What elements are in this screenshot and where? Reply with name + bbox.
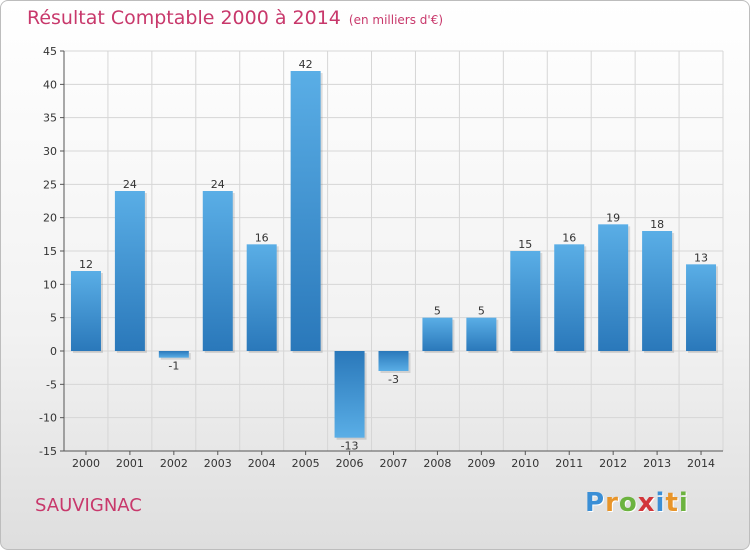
bar — [642, 231, 673, 351]
bar — [466, 317, 497, 351]
x-tick-label: 2008 — [423, 457, 451, 470]
chart-title: Résultat Comptable 2000 à 2014 (en millie… — [27, 7, 443, 29]
y-tick-label: -15 — [39, 445, 57, 458]
x-tick-label: 2009 — [467, 457, 495, 470]
bar-value-label: 24 — [123, 178, 137, 191]
bar — [290, 71, 321, 351]
x-tick-label: 2003 — [204, 457, 232, 470]
bar — [70, 271, 101, 351]
y-tick-label: 40 — [43, 78, 57, 91]
bar-value-label: 5 — [434, 305, 441, 318]
bar-value-label: 16 — [562, 231, 576, 244]
x-tick-label: 2005 — [292, 457, 320, 470]
bar-value-label: -3 — [388, 373, 399, 386]
bar — [202, 191, 233, 351]
bar — [554, 244, 585, 351]
x-tick-label: 2002 — [160, 457, 188, 470]
logo-letter: i — [678, 488, 689, 518]
bar-value-label: 42 — [299, 58, 313, 71]
y-tick-label: 25 — [43, 178, 57, 191]
y-tick-label: 0 — [50, 345, 57, 358]
logo-letter: x — [637, 488, 656, 518]
bar — [686, 264, 717, 351]
y-tick-label: -5 — [46, 378, 57, 391]
proxiti-logo: Proxiti — [585, 488, 689, 518]
logo-letter: o — [618, 488, 638, 518]
bar-value-label: 13 — [694, 251, 708, 264]
y-tick-label: -10 — [39, 412, 57, 425]
commune-name: SAUVIGNAC — [35, 495, 142, 516]
bar — [114, 191, 145, 351]
bar — [598, 224, 629, 351]
x-tick-label: 2001 — [116, 457, 144, 470]
bar-value-label: 16 — [255, 231, 269, 244]
x-tick-label: 2013 — [643, 457, 671, 470]
bar — [510, 251, 541, 351]
bar-value-label: 24 — [211, 178, 225, 191]
bar-value-label: 15 — [518, 238, 532, 251]
bar — [158, 351, 189, 358]
bar-value-label: 18 — [650, 218, 664, 231]
bar-value-label: -1 — [168, 360, 179, 373]
x-tick-label: 2006 — [336, 457, 364, 470]
x-tick-label: 2011 — [555, 457, 583, 470]
y-tick-label: 5 — [50, 312, 57, 325]
logo-letter: i — [655, 488, 666, 518]
x-tick-label: 2010 — [511, 457, 539, 470]
y-tick-label: 30 — [43, 145, 57, 158]
logo-letter: t — [665, 488, 679, 518]
y-tick-label: 15 — [43, 245, 57, 258]
y-tick-label: 35 — [43, 112, 57, 125]
y-tick-label: 45 — [43, 45, 57, 58]
x-tick-label: 2000 — [72, 457, 100, 470]
bar — [246, 244, 277, 351]
bar-value-label: 5 — [478, 305, 485, 318]
x-tick-label: 2014 — [687, 457, 715, 470]
chart-subtitle: (en milliers d'€) — [348, 13, 444, 27]
x-tick-label: 2012 — [599, 457, 627, 470]
bar-value-label: 12 — [79, 258, 93, 271]
bar-value-label: 19 — [606, 211, 620, 224]
y-tick-label: 20 — [43, 212, 57, 225]
x-tick-label: 2004 — [248, 457, 276, 470]
logo-letter: P — [585, 488, 606, 518]
bar — [378, 351, 409, 371]
bar — [422, 317, 453, 351]
chart-title-text: Résultat Comptable 2000 à 2014 — [27, 7, 341, 29]
logo-letter: r — [605, 488, 619, 518]
x-tick-label: 2007 — [380, 457, 408, 470]
y-tick-label: 10 — [43, 278, 57, 291]
bar — [334, 351, 365, 438]
bar-value-label: -13 — [341, 440, 359, 453]
